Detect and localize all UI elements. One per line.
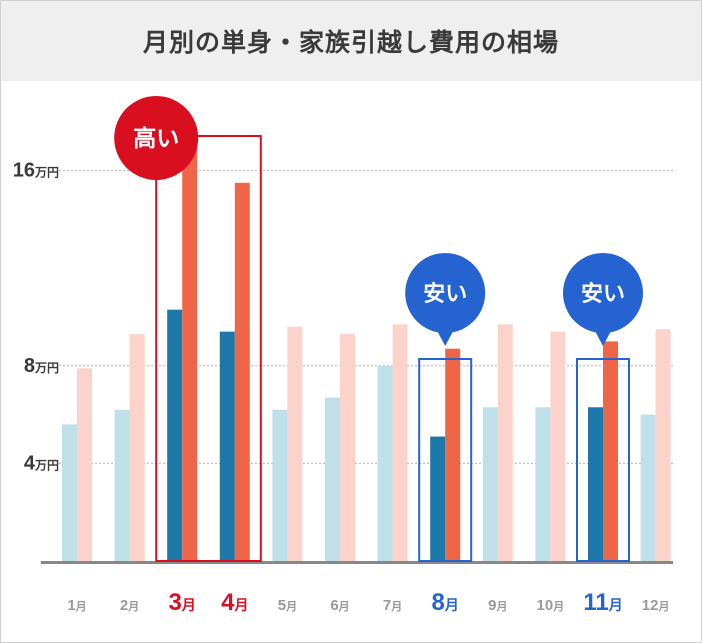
bar-family (129, 334, 145, 561)
bar-single (430, 436, 446, 561)
bar-single (640, 414, 656, 561)
bar-single (167, 309, 183, 561)
low-badge-label: 安い (581, 281, 625, 306)
x-tick-label: 9月 (488, 597, 507, 614)
bar-single (325, 397, 340, 561)
x-axis-line (41, 561, 673, 564)
x-tick-label: 4月 (221, 589, 248, 616)
x-tick-label: 10月 (537, 597, 565, 614)
bar-family (340, 334, 355, 561)
bar-family (603, 341, 618, 561)
x-tick-label: 2月 (120, 597, 139, 614)
x-tick-label: 7月 (383, 597, 402, 614)
bar-single (219, 331, 235, 561)
bar-single (588, 407, 603, 561)
x-tick-label: 1月 (67, 597, 86, 614)
bar-family (445, 348, 461, 561)
bar-family (392, 324, 408, 561)
bar-family (655, 329, 671, 561)
bar-single (62, 424, 77, 561)
low-badge-label: 安い (423, 281, 467, 306)
bar-family (497, 324, 513, 561)
low-highlight-box (576, 358, 630, 562)
y-tick-label: 16万円 (13, 160, 59, 182)
low-badge (563, 253, 643, 333)
bar-single (114, 409, 130, 561)
chart-title: 月別の単身・家族引越し費用の相場 (142, 28, 559, 57)
bar-single (482, 407, 498, 561)
x-tick-label: 12月 (642, 597, 670, 614)
low-badge-pointer (436, 329, 455, 346)
chart-header: 月別の単身・家族引越し費用の相場 (1, 1, 701, 81)
bar-family (550, 331, 566, 561)
bar-family (77, 368, 92, 561)
bar-single (535, 407, 551, 561)
x-tick-label: 8月 (432, 589, 459, 616)
x-tick-label: 6月 (330, 597, 349, 614)
y-tick-label: 4万円 (24, 452, 59, 474)
bar-family (287, 326, 303, 561)
low-badge-pointer (594, 329, 612, 346)
low-highlight-box (418, 358, 473, 562)
bar-single (272, 409, 288, 561)
x-tick-label: 11月 (583, 589, 622, 616)
low-badge (405, 253, 486, 333)
bar-family (182, 134, 198, 561)
high-badge (114, 96, 199, 180)
bar-single (377, 365, 393, 561)
x-tick-label: 3月 (169, 589, 196, 616)
y-tick-label: 8万円 (24, 355, 59, 377)
high-badge-label: 高い (133, 125, 179, 151)
high-highlight-box (155, 135, 262, 562)
x-tick-label: 5月 (278, 597, 297, 614)
bar-family (234, 182, 250, 562)
